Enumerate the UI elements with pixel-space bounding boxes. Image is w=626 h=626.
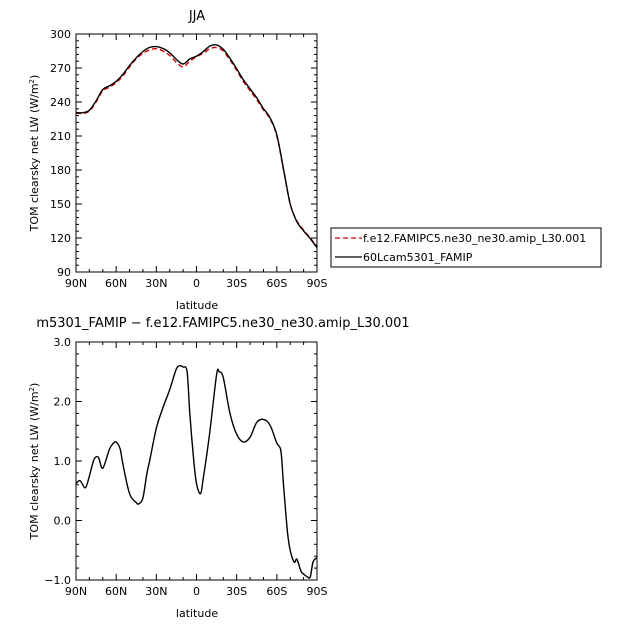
top-x-tick-label: 90S <box>307 277 328 290</box>
bottom-x-tick-label: 60N <box>105 585 127 598</box>
bottom-y-tick-label: 2.0 <box>54 396 72 409</box>
top-x-tick-label: 90N <box>65 277 87 290</box>
bottom-y-tick-label: −1.0 <box>44 574 71 587</box>
top-x-tick-label: 0 <box>193 277 200 290</box>
bottom-y-axis-label-main: TOM clearsky net LW (W/m <box>28 391 41 540</box>
bottom-chart-title: m5301_FAMIP − f.e12.FAMIPC5.ne30_ne30.am… <box>36 316 409 331</box>
bottom-chart-ticks: 90N 60N 30N 0 30S 60S 90S −1.0 0.0 1.0 2.0 3.0 <box>44 336 327 598</box>
top-x-tick-label: 60S <box>266 277 287 290</box>
bottom-x-tick-label: 90N <box>65 585 87 598</box>
bottom-x-tick-label: 0 <box>193 585 200 598</box>
top-y-tick-label: 120 <box>50 232 71 245</box>
top-series-line-2 <box>75 43 318 249</box>
top-y-tick-label: 210 <box>50 130 71 143</box>
top-x-tick-label: 60N <box>105 277 127 290</box>
top-chart-ticks: 90N 60N 30N 0 30S 60S 90S 90 120 150 180 210 240 270 3… <box>50 28 328 290</box>
bottom-y-axis-label-sup: 2 <box>28 387 36 391</box>
top-y-tick-label: 150 <box>50 198 71 211</box>
top-chart-marks <box>75 43 318 249</box>
bottom-chart: m5301_FAMIP − f.e12.FAMIPC5.ne30_ne30.am… <box>28 316 410 620</box>
bottom-y-axis-label-end: ) <box>28 383 41 387</box>
top-y-tick-label: 90 <box>57 266 71 279</box>
top-x-tick-label: 30S <box>226 277 247 290</box>
top-y-tick-label: 270 <box>50 62 71 75</box>
top-x-axis-label: latitude <box>176 299 218 312</box>
bottom-x-tick-label: 60S <box>266 585 287 598</box>
bottom-y-tick-label: 0.0 <box>54 515 72 528</box>
top-x-tick-label: 30N <box>145 277 167 290</box>
top-y-tick-label: 300 <box>50 28 71 41</box>
bottom-x-tick-label: 30N <box>145 585 167 598</box>
bottom-series-line-1 <box>75 365 318 579</box>
bottom-y-tick-label: 1.0 <box>54 455 72 468</box>
top-series-line-1 <box>75 46 318 248</box>
bottom-y-tick-label: 3.0 <box>54 336 72 349</box>
top-y-tick-label: 240 <box>50 96 71 109</box>
legend-box <box>330 227 602 268</box>
bottom-y-axis-label: TOM clearsky net LW (W/m2) <box>28 383 41 541</box>
bottom-x-tick-label: 30S <box>226 585 247 598</box>
legend-label-series-1: f.e12.FAMIPC5.ne30_ne30.amip_L30.001 <box>363 232 586 245</box>
legend: f.e12.FAMIPC5.ne30_ne30.amip_L30.001 60L… <box>330 227 602 268</box>
top-y-axis-label-end: ) <box>28 75 41 79</box>
top-chart-title: JJA <box>188 9 205 24</box>
top-chart: JJA 90N 60N 30N 0 30S 60S 90S 90 120 150 180 210 240… <box>28 9 602 312</box>
top-y-axis-label-main: TOM clearsky net LW (W/m <box>28 83 41 232</box>
bottom-plot-frame <box>75 341 318 581</box>
bottom-chart-marks <box>75 365 318 579</box>
top-y-axis-label: TOM clearsky net LW (W/m2) <box>28 75 41 233</box>
legend-label-series-2: 60Lcam5301_FAMIP <box>363 251 473 264</box>
top-y-tick-label: 180 <box>50 164 71 177</box>
top-y-axis-label-sup: 2 <box>28 79 36 83</box>
bottom-x-tick-label: 90S <box>307 585 328 598</box>
bottom-x-axis-label: latitude <box>176 607 218 620</box>
